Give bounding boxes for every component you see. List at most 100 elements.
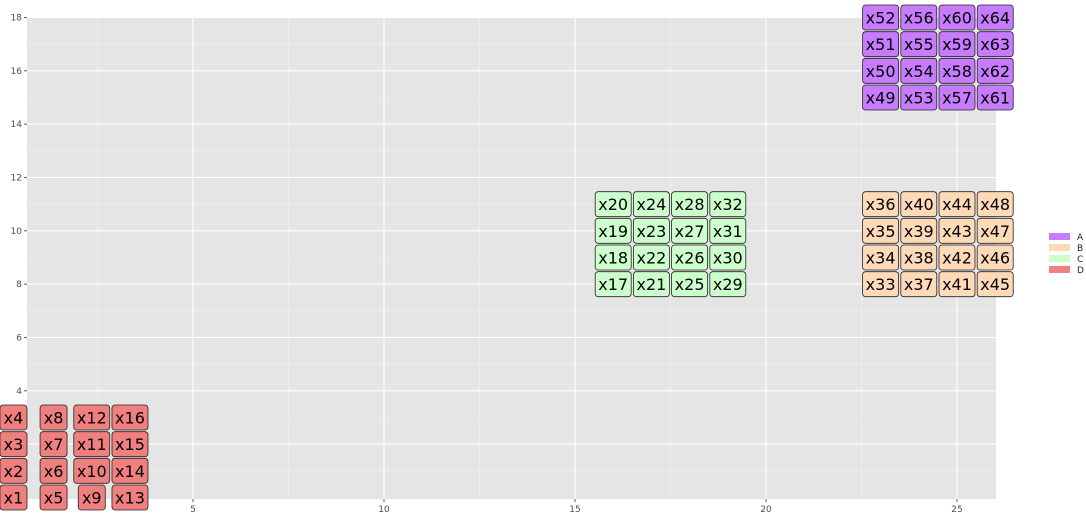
label-box xyxy=(39,457,68,484)
label-box xyxy=(594,244,632,271)
label-text: x46 xyxy=(980,249,1010,268)
data-label-x3: x3 xyxy=(0,431,28,458)
data-label-x54: x54 xyxy=(900,57,938,84)
label-text: x60 xyxy=(942,9,972,28)
data-label-x18: x18 xyxy=(594,244,632,271)
label-box xyxy=(0,484,28,511)
data-label-x30: x30 xyxy=(709,244,747,271)
data-label-x2: x2 xyxy=(0,457,28,484)
label-text: x44 xyxy=(942,195,972,214)
label-box xyxy=(594,191,632,218)
label-text: x11 xyxy=(77,435,107,454)
data-label-x9: x9 xyxy=(77,484,106,511)
data-label-x31: x31 xyxy=(709,217,747,244)
label-box xyxy=(900,271,938,298)
label-text: x10 xyxy=(77,462,107,481)
label-box xyxy=(938,57,976,84)
data-label-x32: x32 xyxy=(709,191,747,218)
label-text: x19 xyxy=(598,222,628,241)
label-text: x43 xyxy=(942,222,972,241)
label-box xyxy=(709,217,747,244)
label-box xyxy=(900,191,938,218)
data-label-x7: x7 xyxy=(39,431,68,458)
label-text: x39 xyxy=(904,222,934,241)
label-box xyxy=(862,217,899,244)
label-box xyxy=(671,217,708,244)
data-label-x26: x26 xyxy=(671,244,708,271)
data-labels: x1 x2 x3 x4 x5 x6 x7 x8 x9 x10 x11 x12 x13 x14 x15 x16 x… xyxy=(0,4,1014,511)
label-text: x27 xyxy=(675,222,705,241)
label-text: x48 xyxy=(980,195,1010,214)
data-label-x16: x16 xyxy=(111,404,149,431)
x-tick-label: 25 xyxy=(951,505,962,515)
label-box xyxy=(73,431,111,458)
data-label-x22: x22 xyxy=(633,244,670,271)
label-box xyxy=(900,84,938,111)
data-label-x5: x5 xyxy=(39,484,68,511)
label-box xyxy=(73,404,111,431)
data-label-x33: x33 xyxy=(862,271,899,298)
label-box xyxy=(73,457,111,484)
label-text: x5 xyxy=(44,489,64,508)
label-text: x8 xyxy=(44,409,64,428)
data-label-x44: x44 xyxy=(938,191,976,218)
label-box xyxy=(39,404,68,431)
data-label-x27: x27 xyxy=(671,217,708,244)
data-label-x11: x11 xyxy=(73,431,111,458)
label-box xyxy=(938,4,976,31)
y-axis-ticks: 24681012141618 xyxy=(11,14,27,450)
label-box xyxy=(111,431,149,458)
data-label-x25: x25 xyxy=(671,271,708,298)
label-text: x13 xyxy=(115,489,145,508)
legend-label: C xyxy=(1077,255,1083,265)
label-box xyxy=(671,244,708,271)
label-text: x30 xyxy=(713,249,743,268)
label-text: x16 xyxy=(115,409,145,428)
data-label-x14: x14 xyxy=(111,457,149,484)
legend-label: D xyxy=(1077,266,1084,276)
data-label-x62: x62 xyxy=(976,57,1014,84)
label-text: x58 xyxy=(942,62,972,81)
label-box xyxy=(862,244,899,271)
label-text: x3 xyxy=(4,435,24,454)
label-box xyxy=(938,84,976,111)
label-box xyxy=(77,484,106,511)
label-box xyxy=(938,217,976,244)
y-tick-label: 16 xyxy=(11,67,23,77)
legend-key xyxy=(1049,255,1070,262)
label-text: x22 xyxy=(636,249,666,268)
legend-key xyxy=(1049,244,1070,251)
label-text: x29 xyxy=(713,275,743,294)
label-box xyxy=(39,431,68,458)
data-label-x57: x57 xyxy=(938,84,976,111)
label-text: x23 xyxy=(636,222,666,241)
data-label-x6: x6 xyxy=(39,457,68,484)
data-label-x43: x43 xyxy=(938,217,976,244)
label-box xyxy=(862,271,899,298)
label-box xyxy=(900,31,938,58)
panel-background xyxy=(27,18,996,499)
label-text: x45 xyxy=(980,275,1010,294)
x-tick-label: 15 xyxy=(569,505,580,515)
data-label-x53: x53 xyxy=(900,84,938,111)
label-text: x61 xyxy=(980,89,1010,108)
data-label-x15: x15 xyxy=(111,431,149,458)
label-box xyxy=(709,271,747,298)
data-label-x29: x29 xyxy=(709,271,747,298)
label-text: x15 xyxy=(115,435,145,454)
grid-lines xyxy=(27,16,996,499)
label-box xyxy=(900,4,938,31)
y-tick-label: 14 xyxy=(11,120,23,130)
label-text: x55 xyxy=(904,35,934,54)
legend-key xyxy=(1049,233,1070,240)
label-box xyxy=(900,244,938,271)
data-label-x34: x34 xyxy=(862,244,899,271)
label-box xyxy=(111,484,149,511)
legend-item-C: C xyxy=(1049,255,1083,265)
label-box xyxy=(862,191,899,218)
label-text: x40 xyxy=(904,195,934,214)
label-text: x59 xyxy=(942,35,972,54)
label-box xyxy=(0,431,28,458)
